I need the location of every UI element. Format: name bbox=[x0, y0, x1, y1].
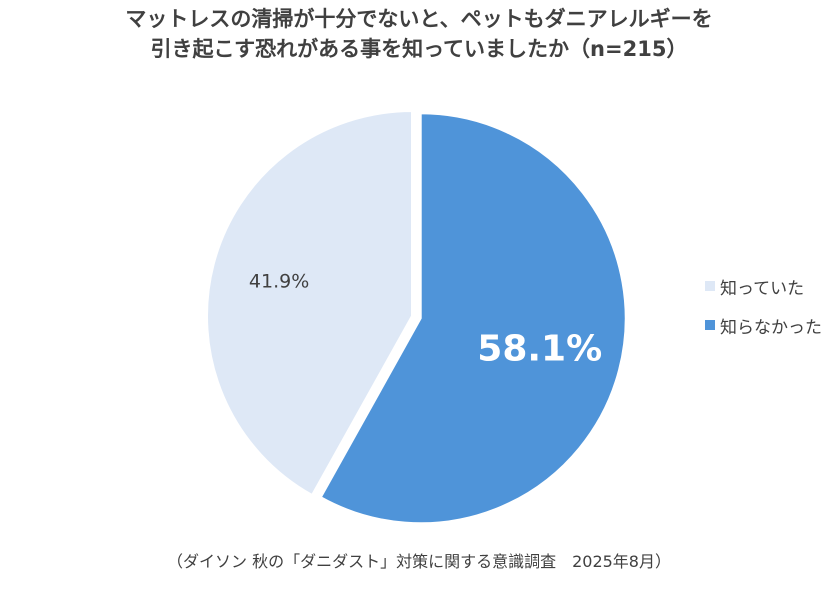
chart-title-line-2: 引き起こす恐れがある事を知っていましたか（n=215） bbox=[150, 37, 688, 61]
pie-slice-did-not-know bbox=[319, 112, 627, 525]
legend-item-knew: 知っていた bbox=[705, 274, 822, 299]
legend-item-did-not-know: 知らなかった bbox=[705, 313, 822, 338]
data-label-knew: 41.9% bbox=[249, 270, 309, 292]
source-note: （ダイソン 秋の「ダニダスト」対策に関する意識調査 2025年8月） bbox=[167, 552, 671, 571]
legend-swatch-knew bbox=[705, 281, 715, 291]
chart-title: マットレスの清掃が十分でないと、ペットもダニアレルギーを 引き起こす恐れがある事… bbox=[0, 4, 838, 64]
chart-title-line-1: マットレスの清掃が十分でないと、ペットもダニアレルギーを bbox=[125, 7, 713, 31]
legend-label-knew: 知っていた bbox=[720, 278, 805, 299]
legend-swatch-did-not-know bbox=[705, 320, 715, 330]
legend: 知っていた 知らなかった bbox=[705, 274, 822, 352]
legend-label-did-not-know: 知らなかった bbox=[720, 317, 822, 338]
pie-slice-knew bbox=[206, 109, 413, 497]
data-label-did-not-know: 58.1% bbox=[477, 329, 602, 370]
